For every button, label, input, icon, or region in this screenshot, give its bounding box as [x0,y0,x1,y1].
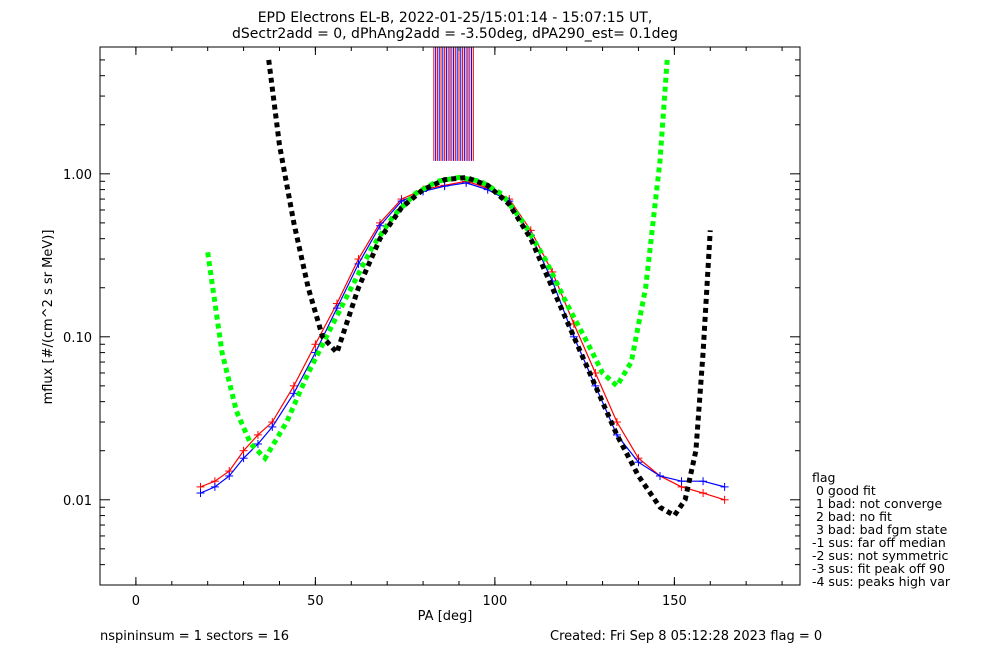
series-1-point [239,454,248,463]
chart-title: EPD Electrons EL-B, 2022-01-25/15:01:14 … [258,10,653,26]
y-axis-label: mflux [#/(cm^2 s sr MeV)] [41,230,56,405]
legend-entry: -2 sus: not symmetric [812,548,948,563]
legend-entry: -1 sus: far off median [812,535,946,550]
legend-entry: -3 sus: fit peak off 90 [812,561,945,576]
series-1-point [656,471,664,480]
series-1-point [225,471,234,480]
series-0-point [239,446,248,455]
series-1-point [677,477,686,486]
legend-entry: 0 good fit [812,483,876,498]
series-0-point [289,381,298,390]
axis-ticks: 0 50 100 150 0.01 0.10 1.00 [63,46,800,609]
series-1-point [699,477,708,486]
series-line-0 [200,180,725,501]
x-tick-label: 50 [307,594,324,609]
series-0-point [253,430,262,439]
series-1-point [376,221,384,230]
saturation-band [433,47,474,161]
x-tick-label: 0 [132,594,140,609]
legend-header: flag [812,470,835,485]
legend-entry: -4 sus: peaks high var [812,574,951,589]
series-1-point [720,482,729,491]
legend-entry: 3 bad: bad fgm state [812,522,948,537]
series-1-point [210,482,219,491]
series-1-point [634,458,643,467]
y-tick-label: 1.00 [63,168,92,183]
series-0-point [699,489,708,498]
y-tick-label: 0.10 [63,331,92,346]
series-0-point [612,418,621,427]
footer-right: Created: Fri Sep 8 05:12:28 2023 flag = … [550,629,822,644]
x-axis-label: PA [deg] [418,609,473,624]
plot-frame [99,46,801,586]
legend: flag 0 good fit 1 bad: not converge 2 ba… [812,470,951,589]
series-1-point [289,389,298,398]
x-tick-label: 150 [662,594,687,609]
series-0-point [311,340,320,349]
series-1-point [268,422,277,431]
x-tick-label: 100 [482,594,507,609]
series-1-point [397,197,406,206]
series-0-point [720,495,729,504]
y-tick-label: 0.01 [63,494,92,509]
series-line-2 [205,59,670,463]
series-0-point [591,368,600,377]
series-1-point [440,182,449,191]
chart-subtitle: dSectr2add = 0, dPhAng2add = -3.50deg, d… [232,26,678,42]
legend-entry: 1 bad: not converge [812,496,942,511]
footer-left: nspininsum = 1 sectors = 16 [100,629,289,644]
series-line-1 [200,182,725,494]
series-1-point [196,489,205,498]
series-1-point [253,439,262,448]
legend-entry: 2 bad: no fit [812,509,892,524]
series-layer [196,59,729,519]
